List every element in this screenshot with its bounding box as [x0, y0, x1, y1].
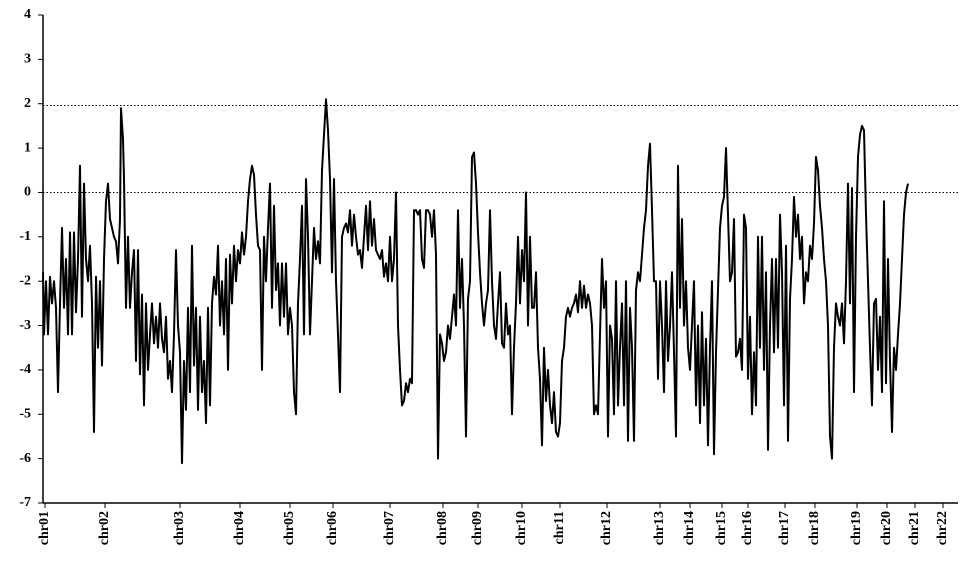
x-tick-label: chr16 [740, 511, 755, 545]
x-tick-label: chr14 [682, 511, 697, 545]
x-tick-label: chr02 [97, 511, 112, 545]
y-tick-label: 2 [24, 96, 31, 111]
y-tick-label: -3 [19, 318, 31, 333]
x-tick-label: chr03 [172, 511, 187, 545]
y-tick-label: -6 [19, 451, 31, 466]
y-tick-label: -2 [19, 273, 31, 288]
x-tick-label: chr08 [435, 511, 450, 545]
y-tick-label: -4 [19, 362, 31, 377]
y-tick-label: 4 [24, 7, 31, 22]
x-tick-label: chr17 [777, 511, 792, 545]
y-tick-label: 1 [24, 140, 31, 155]
y-tick-label: -7 [19, 495, 31, 510]
x-tick-label: chr13 [652, 511, 667, 545]
y-tick-label: 3 [24, 52, 31, 67]
x-tick-label: chr01 [37, 511, 52, 545]
x-tick-label: chr15 [714, 511, 729, 545]
y-tick-label: 0 [24, 185, 31, 200]
data-line [42, 98, 909, 465]
x-tick-label: chr05 [282, 511, 297, 545]
x-tick-label: chr06 [325, 511, 340, 545]
x-tick-label: chr19 [849, 511, 864, 545]
y-tick-label: -1 [19, 229, 31, 244]
x-tick-label: chr22 [935, 511, 950, 545]
x-tick-label: chr18 [807, 511, 822, 545]
x-tick-label: chr09 [470, 511, 485, 545]
x-tick-label: chr10 [514, 511, 529, 545]
x-tick-label: chr04 [232, 511, 247, 545]
y-tick-label: -5 [19, 406, 31, 421]
x-tick-label: chr11 [552, 511, 567, 544]
x-tick-label: chr21 [907, 511, 922, 545]
x-tick-label: chr12 [599, 511, 614, 545]
x-tick-label: chr20 [879, 511, 894, 545]
x-tick-label: chr07 [382, 511, 397, 545]
